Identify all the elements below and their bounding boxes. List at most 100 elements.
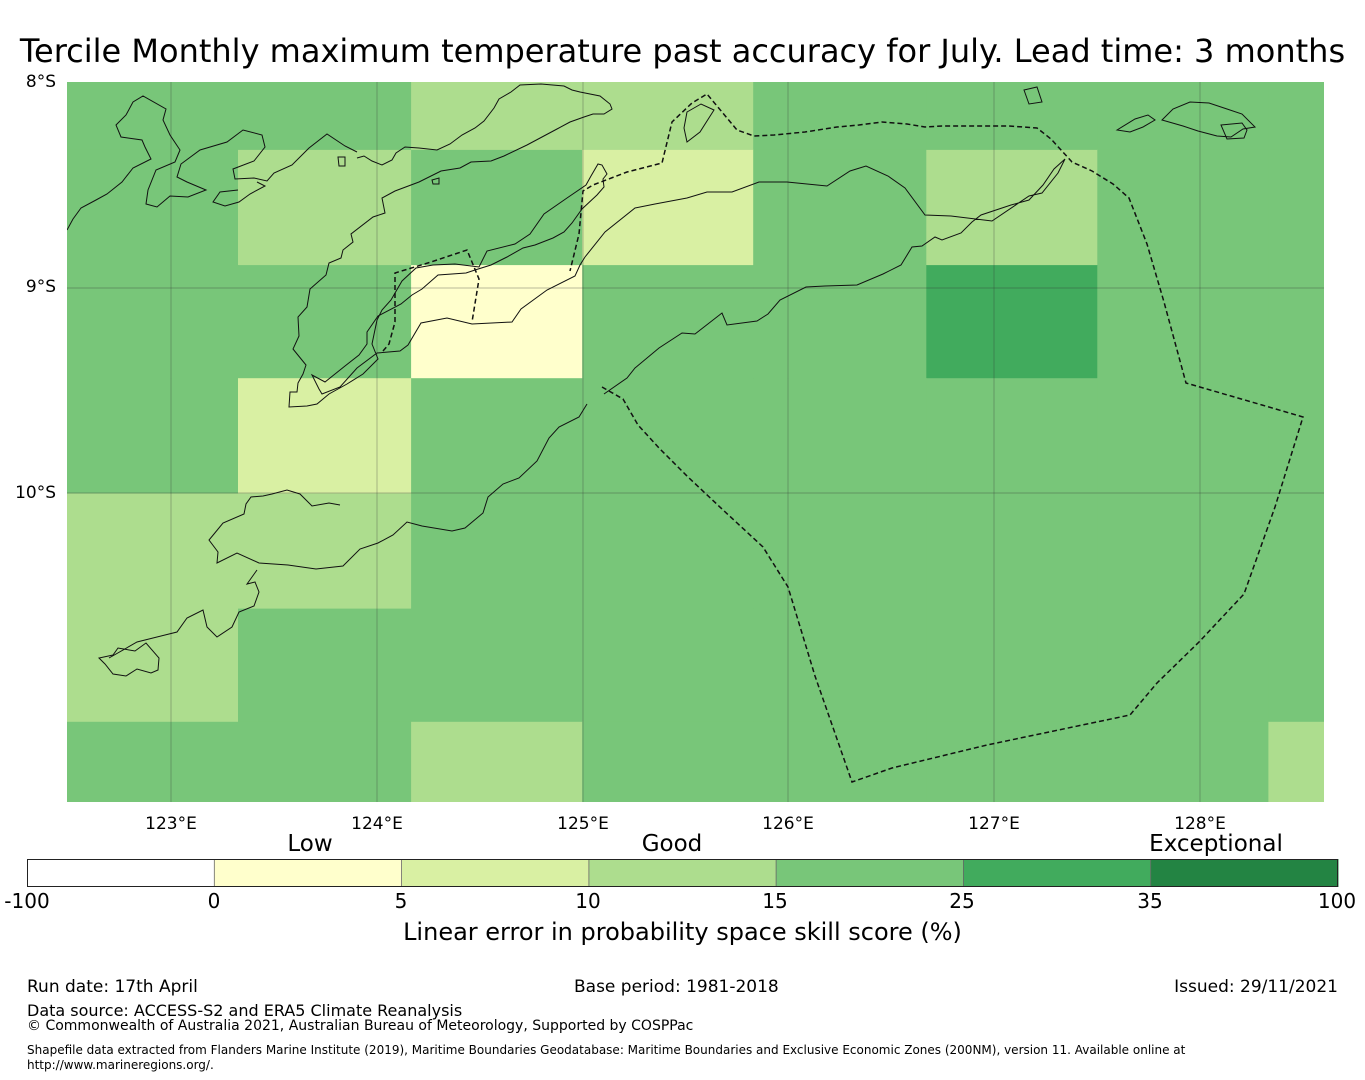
lat-label-10s: 10°S	[15, 483, 56, 503]
colorbar-bin	[963, 859, 1152, 887]
skill-cell	[238, 608, 412, 723]
skill-cell	[238, 149, 412, 266]
islet-2	[1220, 122, 1248, 140]
coastlines	[67, 83, 1257, 677]
skill-cell	[411, 265, 583, 379]
skill-cell	[1097, 721, 1269, 802]
colorbar-bin	[588, 859, 777, 887]
colorbar-bin	[401, 859, 590, 887]
skill-cell	[411, 721, 583, 802]
category-low: Low	[287, 831, 333, 857]
skill-cell	[411, 493, 583, 610]
skill-cell	[582, 265, 754, 379]
lon-label-126e: 126°E	[762, 814, 814, 834]
flores-alor-coastline-2	[212, 181, 267, 207]
lon-label-127e: 127°E	[968, 814, 1020, 834]
skill-cell	[238, 721, 412, 802]
skill-cell	[582, 721, 754, 802]
skill-cell	[753, 721, 927, 802]
skill-cell	[67, 608, 239, 723]
skill-cell	[582, 493, 754, 610]
skill-cell	[411, 82, 583, 151]
colorbar-tick: 10	[575, 889, 601, 913]
skill-cell	[238, 82, 412, 151]
skill-cell	[411, 149, 583, 266]
map-title: Tercile Monthly maximum temperature past…	[19, 32, 1346, 70]
skill-grid	[67, 82, 1324, 802]
wetar-island	[1161, 101, 1257, 138]
colorbar-tick: 15	[762, 889, 788, 913]
colorbar-frame	[27, 859, 1338, 887]
run-date: Run date: 17th April	[27, 977, 198, 997]
colorbar-tick: -100	[4, 889, 50, 913]
skill-cell	[926, 721, 1098, 802]
sumba-coastline	[97, 642, 160, 677]
timor-coastline	[288, 83, 1066, 408]
category-exceptional: Exceptional	[1149, 831, 1283, 857]
shapefile-credit: Shapefile data extracted from Flanders M…	[27, 1043, 1186, 1057]
savu-rote-coastline	[108, 569, 260, 659]
skill-cell	[753, 265, 927, 379]
skill-cell	[753, 493, 927, 610]
skill-cell	[1268, 493, 1324, 610]
skill-cell	[238, 493, 412, 610]
base-period: Base period: 1981-2018	[574, 977, 779, 997]
skill-cell	[926, 265, 1098, 379]
category-good: Good	[641, 831, 703, 857]
colorbar-tick: 100	[1317, 889, 1357, 913]
skill-cell	[582, 149, 754, 266]
skill-cell	[1268, 608, 1324, 723]
skill-cell	[238, 378, 412, 494]
eez-boundary-timor-leste	[569, 93, 1304, 783]
damar-island	[1115, 114, 1156, 133]
skill-cell	[926, 608, 1098, 723]
skill-cell	[238, 265, 412, 379]
colorbar	[27, 859, 1339, 887]
skill-cell	[1097, 265, 1269, 379]
colorbar-tick: 0	[207, 889, 221, 913]
skill-cell	[582, 608, 754, 723]
skill-cell	[1097, 608, 1269, 723]
skill-cell	[1097, 149, 1269, 266]
skill-cell	[753, 82, 927, 151]
colorbar-tick: 35	[1137, 889, 1163, 913]
colorbar-label: Linear error in probability space skill …	[403, 918, 962, 946]
skill-cell	[753, 149, 927, 266]
colorbar-tick: 5	[394, 889, 408, 913]
lat-label-8s: 8°S	[25, 72, 56, 92]
islet-3	[683, 103, 715, 143]
data-source: Data source: ACCESS-S2 and ERA5 Climate …	[27, 1001, 463, 1020]
maritime-boundaries	[382, 93, 1304, 783]
skill-cell	[1268, 149, 1324, 266]
skill-cell	[67, 149, 239, 266]
skill-cell	[753, 378, 927, 494]
skill-cell	[1097, 493, 1269, 610]
timor-coastline-west	[208, 403, 588, 570]
skill-cell	[1268, 721, 1324, 802]
skill-cell	[67, 265, 239, 379]
colorbar-bins	[27, 859, 1339, 887]
colorbar-bin	[1150, 859, 1339, 887]
skill-cell	[67, 82, 239, 151]
colorbar-bin	[214, 859, 403, 887]
skill-cell	[1268, 265, 1324, 379]
lat-label-9s: 9°S	[25, 277, 56, 297]
flores-alor-coastline	[67, 95, 358, 231]
islet-4	[337, 156, 346, 167]
skill-cell	[926, 378, 1098, 494]
colorbar-tick: 25	[949, 889, 975, 913]
copyright: © Commonwealth of Australia 2021, Austra…	[27, 1018, 694, 1034]
skill-map	[67, 82, 1324, 802]
skill-cell	[67, 378, 239, 494]
skill-cell	[1097, 378, 1269, 494]
skill-cell	[582, 378, 754, 494]
lon-label-123e: 123°E	[145, 814, 197, 834]
skill-cell	[1097, 82, 1269, 151]
skill-cell	[67, 721, 239, 802]
colorbar-bin	[776, 859, 964, 887]
skill-cell	[1268, 378, 1324, 494]
skill-cell	[411, 378, 583, 494]
colorbar-bin	[27, 859, 215, 887]
lon-label-125e: 125°E	[557, 814, 609, 834]
skill-cell	[582, 82, 754, 151]
